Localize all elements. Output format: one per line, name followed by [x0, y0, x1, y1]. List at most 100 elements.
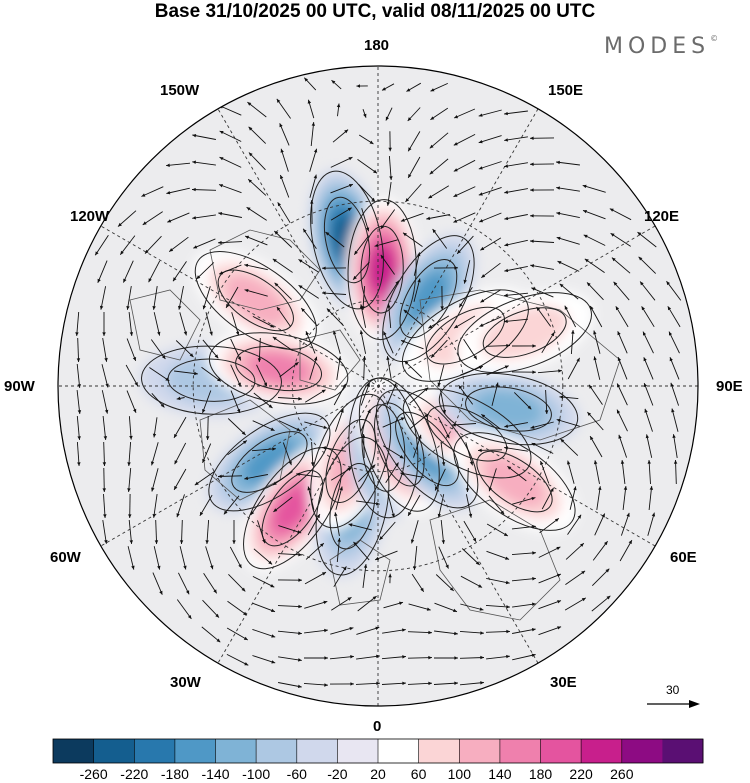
wind-arrow [588, 384, 603, 405]
wind-arrow [244, 235, 268, 246]
contour-4 [167, 358, 256, 402]
wind-arrow [219, 264, 242, 275]
wind-arrow [430, 82, 448, 92]
wind-arrow [477, 448, 503, 453]
wind-arrow [272, 336, 293, 351]
wind-arrow [175, 340, 194, 358]
wind-arrow [277, 397, 303, 401]
contour-7 [243, 447, 342, 570]
wind-arrow [191, 187, 217, 192]
wind-arrow [374, 239, 398, 247]
wind-arrow [556, 418, 580, 427]
wind-arrow [232, 520, 236, 544]
wind-arrow [544, 389, 549, 415]
wind-arrow [357, 159, 378, 174]
wind-arrow [380, 254, 395, 275]
wind-arrow [321, 291, 347, 295]
wind-arrow [193, 238, 216, 249]
wind-arrow [504, 188, 528, 194]
wind-arrow [388, 131, 392, 152]
wind-arrow [504, 265, 528, 273]
wind-arrow [556, 236, 580, 245]
brand-name: MODES [604, 34, 711, 59]
wind-arrow [529, 188, 555, 192]
wind-arrow [361, 433, 366, 459]
wind-arrow [386, 383, 397, 406]
wind-arrow [413, 278, 421, 302]
wind-arrow [538, 626, 562, 636]
wind-arrow [174, 442, 187, 465]
wind-arrow [253, 392, 273, 409]
wind-arrow [565, 542, 585, 560]
wind-arrow [153, 312, 161, 336]
colorbar-swatch-3 [174, 739, 216, 763]
colorbar-tick: -60 [286, 766, 307, 782]
wind-arrow [388, 573, 392, 584]
wind-arrow [217, 474, 243, 479]
wind-arrow [648, 486, 654, 511]
wind-arrow [300, 307, 318, 327]
wind-arrow [459, 681, 484, 686]
wind-arrow [244, 263, 268, 271]
wind-arrow [504, 446, 528, 452]
wind-arrow [667, 306, 681, 328]
wind-arrow [333, 383, 346, 406]
wind-arrow [504, 136, 528, 142]
wind-arrow [310, 199, 314, 225]
wind-arrow [567, 514, 582, 535]
wind-arrow [356, 84, 368, 88]
contour-1 [347, 199, 417, 341]
wind-arrow [205, 519, 210, 545]
lon-label-180: 180 [364, 37, 390, 54]
wind-arrow [531, 287, 554, 298]
wind-arrow [529, 239, 555, 243]
wind-arrow [453, 159, 476, 172]
wind-arrow [251, 447, 276, 452]
colorbar-tick: -100 [242, 766, 271, 782]
wind-arrow [273, 496, 293, 513]
wind-arrow [127, 546, 135, 570]
wind-arrow [303, 682, 329, 687]
wind-arrow [126, 286, 132, 310]
wind-arrow [643, 357, 654, 380]
wind-arrow [252, 602, 276, 613]
wind-arrow [478, 135, 502, 144]
wind-arrow [244, 474, 268, 480]
wind-arrow [277, 604, 303, 609]
wind-arrow [512, 653, 536, 661]
wind-arrow [567, 460, 575, 484]
wind-arrow [407, 630, 433, 635]
wind-arrow [176, 396, 185, 401]
map-title: Base 31/10/2025 00 UTC, valid 08/11/2025… [154, 1, 596, 22]
wind-arrow [356, 500, 380, 506]
wind-arrow [463, 339, 478, 360]
wind-arrow [76, 390, 82, 414]
wind-arrow [582, 184, 606, 193]
wind-arrow [102, 415, 108, 440]
colorbar-tick: 180 [528, 766, 553, 782]
wind-arrow [252, 628, 276, 638]
wind-arrow [329, 682, 355, 686]
wind-arrow [388, 155, 393, 181]
wind-arrow [304, 656, 328, 660]
colorbar-swatch-14 [621, 739, 663, 763]
colorbar-swatch-6 [296, 739, 338, 763]
lon-label-150w: 150W [160, 82, 200, 99]
wind-arrow [278, 682, 302, 688]
wind-arrow [387, 304, 392, 329]
contour-14 [465, 386, 552, 432]
anomaly-high-3 [224, 275, 287, 326]
contour-3 [217, 269, 294, 332]
wind-arrow [381, 681, 407, 685]
colorbar-swatch-9 [418, 739, 460, 763]
wind-arrow [673, 459, 678, 485]
lon-label-120e: 120E [644, 208, 680, 225]
wind-arrow [244, 289, 268, 297]
wind-arrow [374, 550, 398, 561]
wind-arrow [404, 360, 423, 378]
wind-arrow [486, 654, 510, 660]
wind-arrow [153, 546, 161, 570]
wind-arrow [227, 418, 246, 436]
contour-14 [438, 372, 579, 446]
copyright-mark: © [710, 34, 719, 43]
